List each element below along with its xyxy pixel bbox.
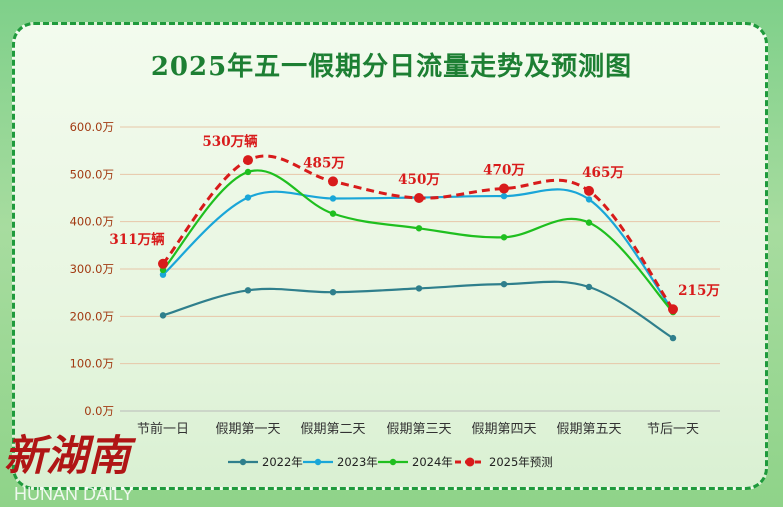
y-tick-label: 600.0万 — [70, 120, 114, 134]
legend-label: 2025年预测 — [489, 455, 553, 469]
y-tick-label: 500.0万 — [70, 167, 114, 181]
legend-swatch-marker — [465, 457, 475, 467]
y-tick-label: 200.0万 — [70, 309, 114, 323]
series-2025-forecast-point — [668, 304, 678, 315]
legend-swatch-marker — [239, 458, 247, 466]
series-2025-forecast-point — [158, 258, 168, 269]
legend: 2022年 2023年 2024年 2025年预测 — [228, 455, 553, 469]
series-2024-point — [244, 168, 252, 176]
data-label: 450万 — [398, 172, 440, 188]
series-2023-point — [159, 271, 167, 278]
chart-title: 2025年五一假期分日流量走势及预测图 — [150, 52, 633, 82]
series-2022-point — [244, 287, 252, 294]
legend-label: 2024年 — [412, 455, 453, 469]
series-2025-forecast-point — [243, 155, 253, 166]
legend-swatch-marker — [389, 458, 397, 466]
x-axis: 节前一日 假期第一天 假期第二天 假期第三天 假期第四天 假期第五天 节后一天 — [137, 421, 699, 437]
data-label: 465万 — [582, 165, 624, 181]
data-label: 215万 — [678, 283, 720, 299]
series-2023-point — [585, 196, 593, 203]
x-tick-label: 节前一日 — [137, 421, 189, 437]
series-2022-point — [669, 334, 677, 342]
series-2024-point — [329, 210, 337, 217]
data-label: 485万 — [303, 155, 345, 171]
series-2024-point — [415, 225, 423, 232]
series-2025-forecast-point — [499, 183, 509, 194]
y-axis: 0.0万 100.0万 200.0万 300.0万 400.0万 500.0万 600.0万 — [70, 120, 114, 418]
y-tick-label: 0.0万 — [84, 404, 114, 418]
data-label: 530万辆 — [202, 133, 258, 150]
series-2022-point — [329, 288, 337, 296]
watermark: 新湖南 HUNAN DAILY — [4, 431, 137, 504]
series-group — [158, 154, 678, 342]
series-2024-point — [585, 219, 593, 226]
series-2025-forecast-point — [328, 176, 338, 187]
series-2022-point — [500, 280, 508, 288]
x-tick-label: 假期第四天 — [471, 422, 536, 437]
grid-lines — [120, 126, 720, 412]
x-tick-label: 假期第三天 — [386, 422, 451, 437]
x-tick-label: 假期第一天 — [215, 422, 280, 437]
legend-label: 2022年 — [262, 455, 303, 469]
y-tick-label: 100.0万 — [70, 357, 114, 371]
data-label: 470万 — [483, 163, 525, 179]
watermark-logo: 新湖南 — [4, 431, 137, 480]
data-labels: 311万辆 530万辆 485万 450万 470万 465万 215万 — [109, 133, 719, 299]
series-2025-forecast-point — [414, 193, 424, 203]
series-2022-point — [585, 283, 593, 291]
data-label: 311万辆 — [109, 231, 165, 248]
y-tick-label: 400.0万 — [70, 215, 114, 229]
series-2022-point — [415, 285, 423, 292]
series-2023-point — [500, 192, 508, 200]
y-tick-label: 300.0万 — [70, 262, 114, 276]
series-2025-forecast-point — [584, 185, 594, 196]
x-tick-label: 假期第二天 — [300, 422, 365, 437]
x-tick-label: 假期第五天 — [556, 422, 621, 437]
watermark-subtext: HUNAN DAILY — [14, 484, 134, 504]
legend-swatch-marker — [314, 458, 322, 466]
series-2024-point — [500, 234, 508, 241]
series-2022-point — [159, 312, 167, 319]
x-tick-label: 节后一天 — [647, 422, 699, 437]
legend-label: 2023年 — [337, 455, 378, 469]
series-2023-point — [329, 195, 337, 202]
series-2023-point — [244, 194, 252, 201]
chart-card — [12, 22, 768, 490]
